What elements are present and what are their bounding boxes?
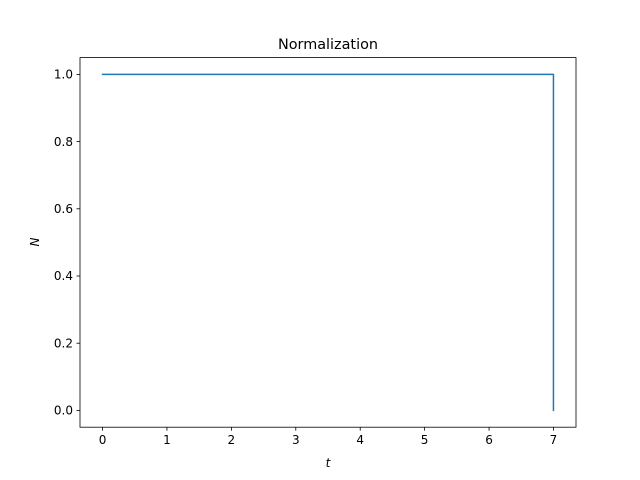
x-axis-label: t	[326, 456, 332, 470]
chart-title: Normalization	[278, 37, 378, 53]
plot-area	[101, 73, 555, 412]
x-axis-ticks: 0 1 2 3 4 5 6 7	[99, 427, 558, 447]
y-tick-label: 0.0	[54, 404, 73, 418]
x-tick-label: 6	[485, 433, 493, 447]
axes-frame	[79, 57, 577, 428]
series-line-0	[101, 73, 555, 412]
x-tick-label: 4	[356, 433, 364, 447]
x-tick-label: 0	[99, 433, 107, 447]
x-tick-label: 3	[292, 433, 300, 447]
y-tick-label: 1.0	[54, 68, 73, 82]
x-tick-label: 1	[163, 433, 171, 447]
x-tick-label: 5	[421, 433, 429, 447]
y-tick-label: 0.4	[54, 269, 73, 283]
y-tick-label: 0.6	[54, 202, 73, 216]
x-tick-label: 2	[228, 433, 236, 447]
y-axis-label: N	[28, 237, 42, 246]
x-tick-label: 7	[550, 433, 558, 447]
y-tick-label: 0.2	[54, 336, 73, 350]
y-axis-ticks: 0.0 0.2 0.4 0.6 0.8 1.0	[54, 68, 80, 418]
y-tick-label: 0.8	[54, 135, 73, 149]
